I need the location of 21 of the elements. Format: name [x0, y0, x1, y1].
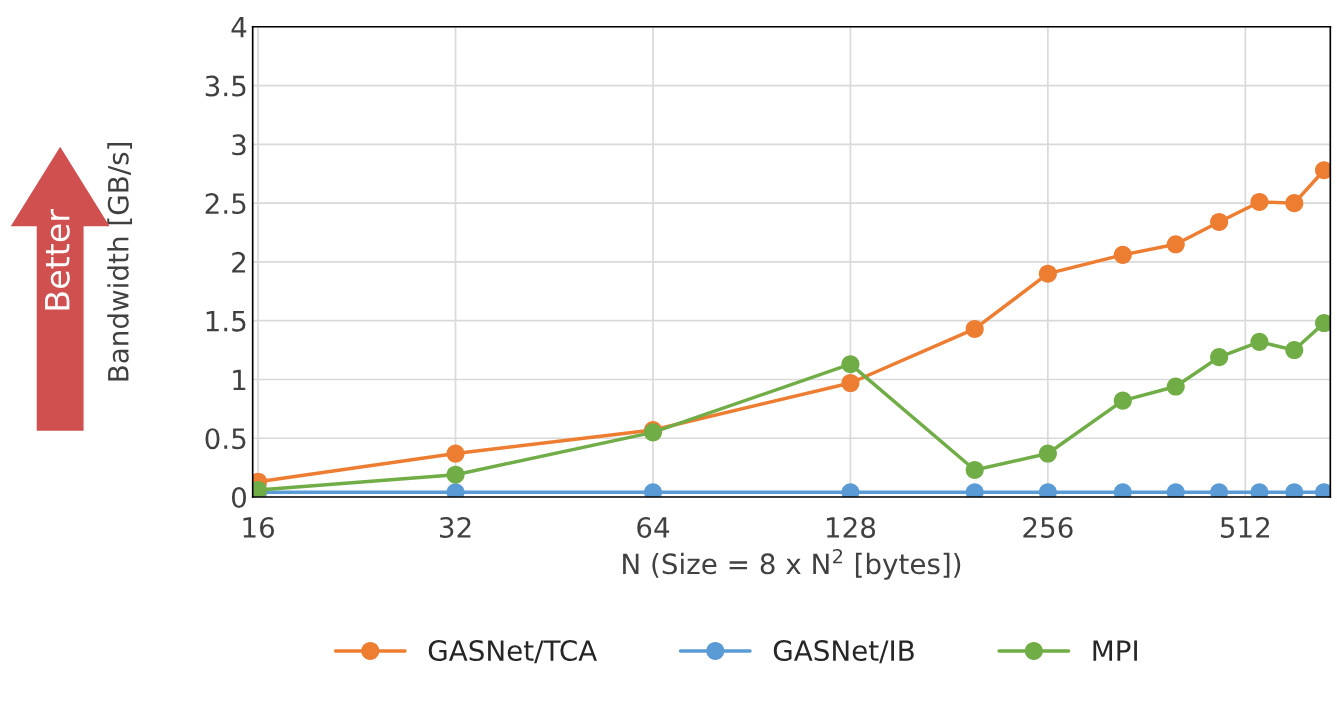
y-tick-label: 0: [231, 486, 246, 508]
legend-label: GASNet/IB: [773, 640, 914, 664]
x-tick-label: 512: [1220, 516, 1270, 538]
y-axis-title: Bandwidth [GB/s]: [107, 142, 133, 381]
y-tick-label: 2.5: [205, 193, 246, 215]
x-tick-label: 256: [1023, 516, 1073, 538]
y-tick-label: 4: [231, 17, 247, 38]
y-tick-label: 0.5: [205, 428, 246, 450]
x-tick-label: 64: [637, 516, 670, 538]
x-tick-label: 16: [243, 516, 275, 538]
x-tick-label: 128: [826, 516, 876, 538]
legend-label: MPI: [1093, 640, 1137, 661]
y-tick-label: 3.5: [205, 75, 246, 97]
y-tick-label: 3: [232, 134, 246, 156]
x-axis-title: N (Size = 8 x N$^{2}$ [bytes]): [623, 548, 961, 580]
y-tick-label: 1: [233, 369, 246, 391]
text: Better: [45, 208, 70, 310]
x-tick-label: 32: [439, 516, 471, 538]
y-tick-label: 1.5: [206, 310, 246, 332]
y-tick-label: 2: [232, 251, 246, 273]
legend-label: GASNet/TCA: [428, 640, 598, 664]
